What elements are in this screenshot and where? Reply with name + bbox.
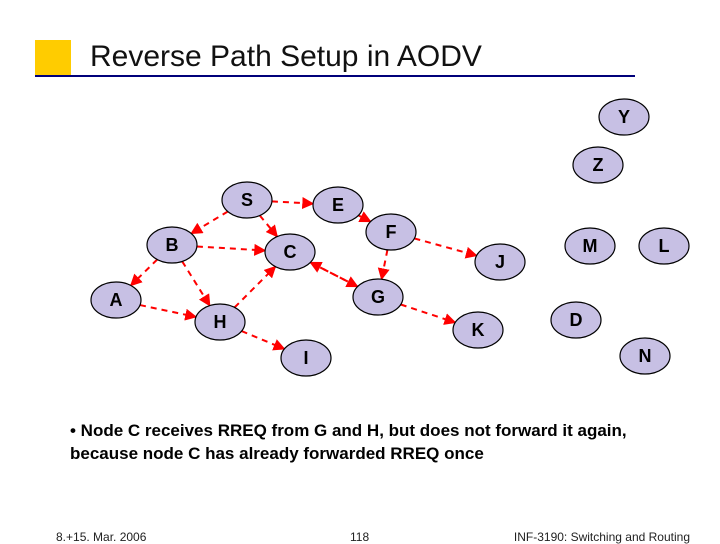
edge-E-F <box>358 215 370 221</box>
explanation-text: • Node C receives RREQ from G and H, but… <box>70 420 680 466</box>
edge-S-C <box>260 215 277 236</box>
node-label-Y: Y <box>618 107 630 127</box>
node-label-H: H <box>214 312 227 332</box>
node-label-L: L <box>659 236 670 256</box>
edge-F-G <box>382 250 388 279</box>
edge-S-B <box>191 212 228 234</box>
node-label-G: G <box>371 287 385 307</box>
edge-S-E <box>272 201 313 203</box>
node-label-F: F <box>386 222 397 242</box>
node-label-I: I <box>303 348 308 368</box>
edge-H-I <box>242 331 285 349</box>
edge-A-H <box>140 305 196 317</box>
node-label-Z: Z <box>593 155 604 175</box>
footer-page: 118 <box>350 530 369 544</box>
footer-date: 8.+15. Mar. 2006 <box>56 530 146 544</box>
node-label-D: D <box>570 310 583 330</box>
node-label-C: C <box>284 242 297 262</box>
node-label-E: E <box>332 195 344 215</box>
edge-B-A <box>131 260 157 286</box>
edge-B-C <box>197 246 265 250</box>
edge-F-J <box>414 238 476 255</box>
node-label-A: A <box>110 290 123 310</box>
node-label-B: B <box>166 235 179 255</box>
edge-G-K <box>401 304 456 322</box>
node-label-N: N <box>639 346 652 366</box>
node-label-K: K <box>472 320 485 340</box>
edge-H-C <box>235 267 276 308</box>
edge-B-H <box>182 261 210 305</box>
footer-course: INF-3190: Switching and Routing <box>514 530 690 544</box>
node-label-J: J <box>495 252 505 272</box>
node-label-S: S <box>241 190 253 210</box>
node-label-M: M <box>583 236 598 256</box>
